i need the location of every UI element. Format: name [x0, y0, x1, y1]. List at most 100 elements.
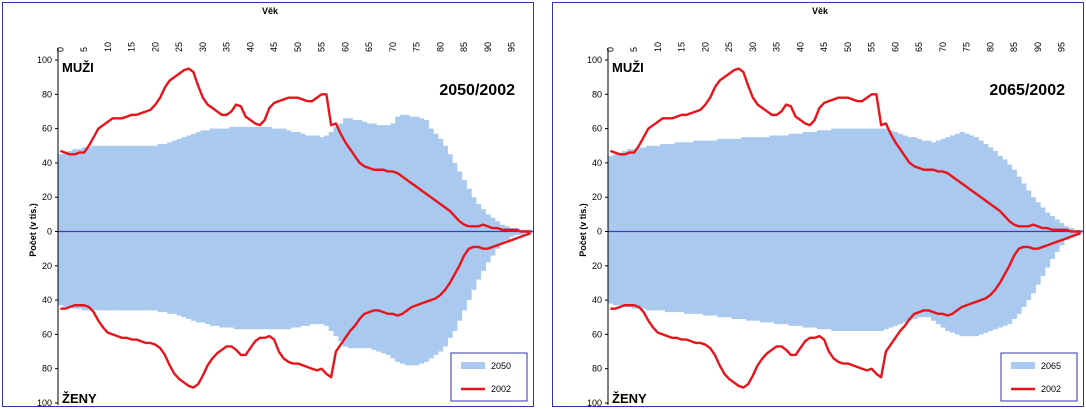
bar-men-2050-age-18	[143, 145, 149, 232]
women-label: ŽENY	[612, 391, 647, 406]
bar-women-2050-age-6	[86, 231, 92, 311]
bar-men-2065-age-84	[1007, 164, 1013, 232]
bar-men-2050-age-37	[233, 126, 239, 232]
bar-women-2065-age-80	[988, 231, 994, 331]
bar-men-2050-age-27	[186, 135, 192, 232]
bar-men-2050-age-55	[319, 137, 325, 232]
bar-women-2050-age-18	[143, 231, 149, 311]
bar-men-2065-age-2	[617, 152, 623, 232]
x-axis-ticks: 0 5 10 15 20 25 30 35 40 45 50 55 60 65 70 75 80 85 90 95	[55, 42, 516, 52]
bar-women-2050-age-10	[105, 231, 111, 311]
bar-women-2065-age-98	[1073, 231, 1079, 235]
bar-men-2050-age-89	[480, 209, 486, 232]
bar-men-2050-age-92	[495, 221, 501, 232]
bar-women-2050-age-53	[309, 231, 315, 325]
y-tick-label: 0	[47, 227, 52, 237]
bar-women-2065-age-38	[788, 231, 794, 326]
bar-men-2050-age-0	[58, 154, 64, 232]
bar-men-2050-age-47	[281, 128, 287, 232]
bar-women-2050-age-89	[480, 231, 486, 271]
bar-men-2050-age-26	[181, 137, 187, 232]
bar-women-2065-age-31	[755, 231, 761, 321]
bar-men-2050-age-1	[62, 152, 68, 232]
bar-men-2065-age-23	[717, 138, 723, 232]
bar-women-2065-age-28	[741, 231, 747, 319]
bar-women-2065-age-60	[893, 231, 899, 326]
y-tick-label: 100	[587, 398, 602, 406]
bar-men-2050-age-20	[153, 145, 159, 232]
bar-men-2065-age-33	[764, 137, 770, 232]
bar-men-2065-age-11	[660, 144, 666, 232]
x-tick-label: 60	[890, 42, 900, 52]
legend-label-projection: 2065	[1041, 361, 1061, 371]
x-tick-label: 50	[843, 42, 853, 52]
bar-women-2050-age-30	[200, 231, 206, 323]
bar-women-2065-age-4	[627, 231, 633, 307]
x-tick-label: 30	[748, 42, 758, 52]
bar-men-2065-age-28	[741, 137, 747, 232]
bar-women-2050-age-17	[138, 231, 144, 311]
legend-label-projection: 2050	[491, 361, 511, 371]
bar-men-2065-age-37	[783, 135, 789, 232]
pyramid-chart-2050: 100 80 60 40 20 0 20 40 60 80 100 0 5 10 15 20 25 30 35 40 4…	[2, 2, 534, 407]
bar-women-2065-age-76	[969, 231, 975, 337]
bar-men-2065-age-78	[978, 140, 984, 232]
bar-men-2050-age-76	[419, 118, 425, 232]
bar-women-2050-age-91	[490, 231, 496, 256]
bar-men-2050-age-7	[91, 145, 97, 232]
bar-women-2065-age-73	[954, 231, 960, 335]
x-tick-label: 35	[222, 42, 232, 52]
bar-women-2065-age-14	[674, 231, 680, 313]
bar-women-2065-age-47	[831, 231, 837, 331]
bar-women-2050-age-9	[100, 231, 106, 311]
x-tick-label: 80	[985, 42, 995, 52]
bar-men-2065-age-7	[641, 147, 647, 232]
bar-men-2050-age-90	[485, 214, 491, 232]
bar-women-2050-age-58	[333, 231, 339, 337]
bar-women-2065-age-7	[641, 231, 647, 309]
bar-women-2065-age-39	[793, 231, 799, 326]
bar-women-2065-age-42	[807, 231, 813, 328]
bar-men-2065-age-17	[688, 142, 694, 232]
bar-women-2065-age-91	[1040, 231, 1046, 277]
bar-women-2065-age-6	[636, 231, 642, 309]
bar-women-2050-age-5	[81, 231, 87, 311]
bar-women-2065-age-72	[950, 231, 956, 333]
legend: 2065 2002	[1000, 352, 1078, 402]
bar-women-2050-age-40	[248, 231, 254, 330]
bar-women-2050-age-59	[338, 231, 344, 342]
y-tick-label: 80	[42, 364, 52, 374]
bar-women-2050-age-52	[305, 231, 311, 326]
x-tick-label: 90	[1033, 42, 1043, 52]
bar-women-2065-age-8	[646, 231, 652, 311]
bar-men-2065-age-68	[931, 142, 937, 232]
chart-title: 2065/2002	[989, 82, 1065, 99]
bar-women-2065-age-82	[997, 231, 1003, 328]
bar-women-2050-age-96	[514, 231, 520, 235]
bar-women-2050-age-33	[214, 231, 220, 326]
bar-women-2050-age-31	[205, 231, 211, 325]
bar-women-2065-age-24	[722, 231, 728, 318]
x-tick-label: 95	[507, 42, 517, 52]
bar-men-2050-age-15	[129, 145, 135, 232]
bar-women-2050-age-23	[167, 231, 173, 314]
bar-women-2050-age-48	[286, 231, 292, 330]
bar-women-2050-age-49	[290, 231, 296, 328]
bar-men-2050-age-77	[423, 120, 429, 232]
pyramid-chart-2065: 100 80 60 40 20 0 20 40 60 80 100 0 5 10 15 20 25 30 35 40 4…	[552, 2, 1084, 407]
bar-women-2050-age-92	[495, 231, 501, 249]
bar-women-2050-age-24	[172, 231, 178, 314]
bar-men-2065-age-42	[807, 132, 813, 232]
bar-women-2050-age-75	[414, 231, 420, 366]
bar-women-2065-age-89	[1030, 231, 1036, 294]
bar-men-2065-age-79	[983, 144, 989, 232]
bar-women-2050-age-56	[324, 231, 330, 326]
bar-men-2065-age-6	[636, 147, 642, 232]
bar-men-2050-age-80	[438, 138, 444, 232]
bar-men-2065-age-26	[731, 138, 737, 232]
bar-men-2050-age-68	[381, 125, 387, 232]
x-tick-label: 15	[677, 42, 687, 52]
bar-women-2065-age-81	[992, 231, 998, 330]
bar-men-2050-age-30	[200, 130, 206, 232]
bar-men-2065-age-94	[1054, 219, 1060, 232]
